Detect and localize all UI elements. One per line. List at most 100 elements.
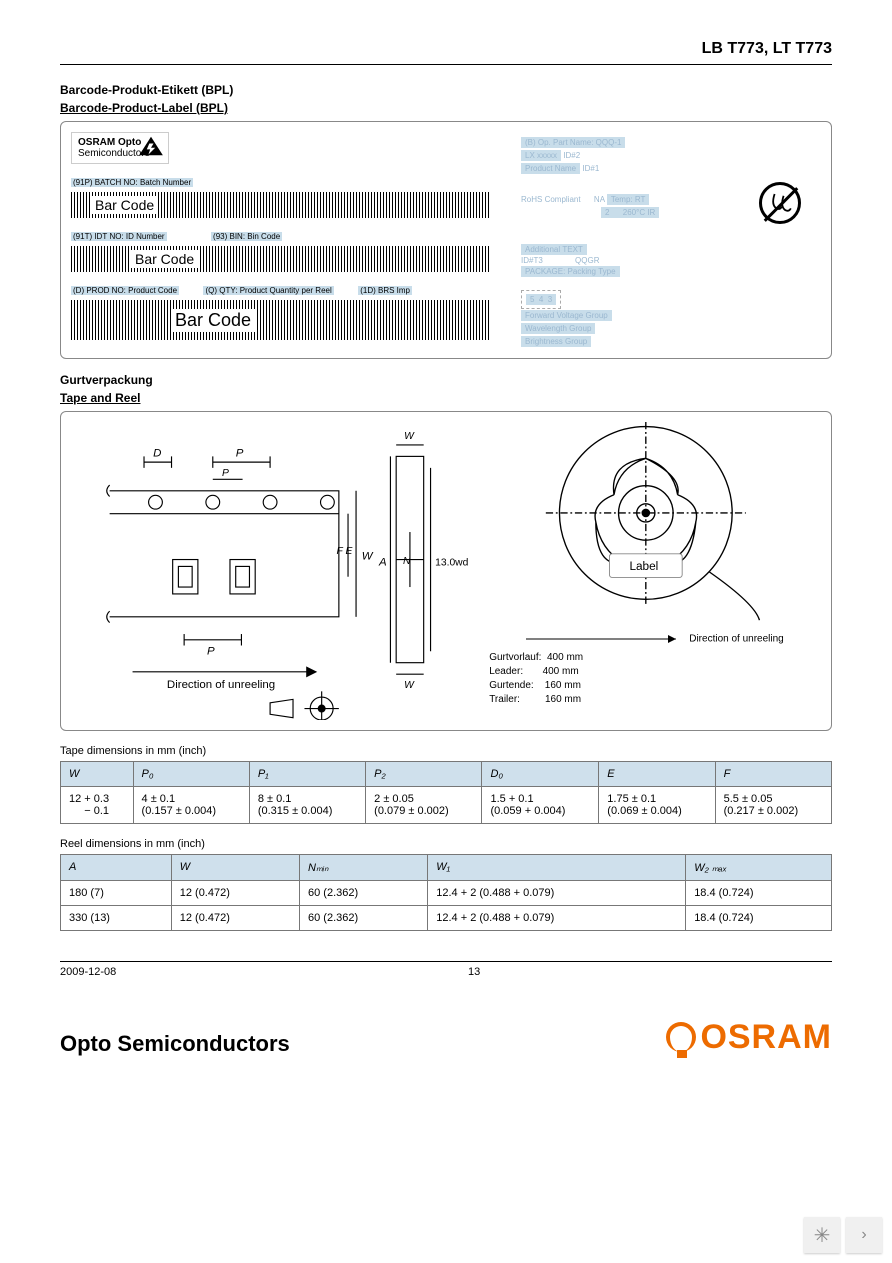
tape-reel-panel: D P P P W F E Direction of unreeling A 1… <box>60 411 832 731</box>
esd-icon <box>138 135 164 157</box>
barcode-label-panel: OSRAM Opto Semiconductors (91P) BATCH NO… <box>60 121 832 359</box>
table-cell: 12 (0.472) <box>171 881 299 906</box>
svg-text:N: N <box>403 556 411 567</box>
osram-logo: OSRAM <box>666 1018 832 1057</box>
barcode2-label2: (93) BIN: Bin Code <box>211 232 282 241</box>
osram-logo-text: OSRAM <box>700 1018 832 1056</box>
reel-meta-3v: 160 mm <box>545 694 581 705</box>
table-header: P₀ <box>133 762 249 787</box>
table-header: P₂ <box>366 762 482 787</box>
reel-diagram: Label Direction of unreeling Gurtvorlauf… <box>489 422 821 720</box>
bpl-r3b: Temp: RT <box>607 194 650 205</box>
reel-meta: Gurtvorlauf: 400 mm Leader: 400 mm Gurte… <box>489 651 821 707</box>
svg-text:D: D <box>153 447 161 459</box>
table-cell: 60 (2.362) <box>300 881 428 906</box>
table-header: W <box>171 855 299 881</box>
barcode2-text: Bar Code <box>131 250 198 268</box>
footer-page: 13 <box>468 966 480 978</box>
bpl-r4: Additional TEXT <box>521 244 587 255</box>
table-header: E <box>599 762 715 787</box>
svg-text:F E: F E <box>337 546 353 557</box>
osram-company-box: OSRAM Opto Semiconductors <box>71 132 169 164</box>
bpl-r3c: 2 260°C IR <box>601 207 659 218</box>
svg-text:P: P <box>207 646 215 658</box>
table-cell: 1.75 ± 0.1(0.069 ± 0.004) <box>599 787 715 824</box>
svg-text:W: W <box>404 431 415 442</box>
company-name: OSRAM Opto <box>78 137 141 148</box>
svg-text:A: A <box>378 556 387 568</box>
svg-text:W: W <box>404 680 415 691</box>
bpl-r1c: ID#2 <box>563 151 580 160</box>
table-header: A <box>61 855 172 881</box>
barcode1-text: Bar Code <box>91 196 158 214</box>
svg-text:W: W <box>362 551 374 563</box>
section2-title-en: Tape and Reel <box>60 391 832 405</box>
flower-icon: ✳ <box>814 1223 831 1248</box>
barcode2-label1: (91T) IDT NO: ID Number <box>71 232 167 241</box>
svg-text:P: P <box>222 468 229 479</box>
reel-meta-2k: Gurtende: <box>489 680 533 691</box>
reel-dimensions-table: AWNₘᵢₙW₁W₂ ₘₐₓ 180 (7)12 (0.472)60 (2.36… <box>60 854 832 931</box>
bpl-r3a: RoHS Compliant NA <box>521 195 605 204</box>
table-cell: 8 ± 0.1(0.315 ± 0.004) <box>249 787 365 824</box>
table-cell: 4 ± 0.1(0.157 ± 0.004) <box>133 787 249 824</box>
table-header: P₁ <box>249 762 365 787</box>
barcode3-text: Bar Code <box>171 309 255 332</box>
section2-title-de: Gurtverpackung <box>60 373 832 387</box>
table-cell: 2 ± 0.05(0.079 ± 0.002) <box>366 787 482 824</box>
section1-title-en: Barcode-Product-Label (BPL) <box>60 101 832 115</box>
table-header: F <box>715 762 831 787</box>
svg-text:Direction of unreeling: Direction of unreeling <box>167 679 275 691</box>
reel-direction: Direction of unreeling <box>489 633 821 645</box>
bpl-r1b: LX xxxxx <box>521 150 561 161</box>
table-cell: 18.4 (0.724) <box>686 881 832 906</box>
footer-date: 2009-12-08 <box>60 966 116 978</box>
table-header: W₂ ₘₐₓ <box>686 855 832 881</box>
table-header: Nₘᵢₙ <box>300 855 428 881</box>
reel-meta-3k: Trailer: <box>489 694 520 705</box>
barcode-1: (91P) BATCH NO: Batch Number Bar Code <box>71 172 491 218</box>
reel-direction-text: Direction of unreeling <box>689 634 784 645</box>
bpl-r7c: Wavelength Group <box>521 323 595 334</box>
reel-meta-0k: Gurtvorlauf: <box>489 652 541 663</box>
table-cell: 12 + 0.3 − 0.1 <box>61 787 134 824</box>
tape-dimensions-table: WP₀P₁P₂D₀EF 12 + 0.3 − 0.14 ± 0.1(0.157 … <box>60 761 832 824</box>
nav-flower-button[interactable]: ✳ <box>804 1217 840 1253</box>
chevron-right-icon: › <box>861 1226 866 1244</box>
barcode3-label3: (1D) BRS Imp <box>358 286 412 295</box>
bpl-r2: Product Name <box>521 163 580 174</box>
barcode-2: (91T) IDT NO: ID Number (93) BIN: Bin Co… <box>71 226 491 272</box>
svg-text:13.0wd: 13.0wd <box>435 557 468 568</box>
header-divider <box>60 64 832 65</box>
nav-next-button[interactable]: › <box>846 1217 882 1253</box>
barcode3-label2: (Q) QTY: Product Quantity per Reel <box>203 286 333 295</box>
reel-table-caption: Reel dimensions in mm (inch) <box>60 838 832 850</box>
barcode3-label1: (D) PROD NO: Product Code <box>71 286 179 295</box>
bpl-r7a: 5 4 3 <box>526 294 556 305</box>
svg-text:Label: Label <box>630 559 659 573</box>
table-cell: 60 (2.362) <box>300 906 428 931</box>
footer-brand-text: Opto Semiconductors <box>60 1031 290 1057</box>
bpl-r5b: QQGR <box>575 256 599 265</box>
table-header: W₁ <box>428 855 686 881</box>
table-row: 330 (13)12 (0.472)60 (2.362)12.4 + 2 (0.… <box>61 906 832 931</box>
barcode3-bars: Bar Code <box>71 300 491 340</box>
no-moisture-icon <box>759 182 801 224</box>
reel-meta-2v: 160 mm <box>545 680 581 691</box>
tape-diagram: D P P P W F E Direction of unreeling A 1… <box>71 422 469 720</box>
reel-meta-1v: 400 mm <box>543 666 579 677</box>
bpl-r2b: ID#1 <box>582 164 599 173</box>
barcode2-bars: Bar Code <box>71 246 491 272</box>
table-cell: 18.4 (0.724) <box>686 906 832 931</box>
table-cell: 180 (7) <box>61 881 172 906</box>
section1-title-de: Barcode-Produkt-Etikett (BPL) <box>60 83 832 97</box>
table-cell: 5.5 ± 0.05(0.217 ± 0.002) <box>715 787 831 824</box>
bpl-r7b: Forward Voltage Group <box>521 310 612 321</box>
barcode1-bars: Bar Code <box>71 192 491 218</box>
table-header: D₀ <box>482 762 599 787</box>
table-cell: 12 (0.472) <box>171 906 299 931</box>
bpl-r5a: ID#T3 <box>521 256 543 265</box>
bpl-r6: PACKAGE: Packing Type <box>521 266 620 277</box>
barcode1-label: (91P) BATCH NO: Batch Number <box>71 178 193 187</box>
svg-text:P: P <box>236 447 244 459</box>
